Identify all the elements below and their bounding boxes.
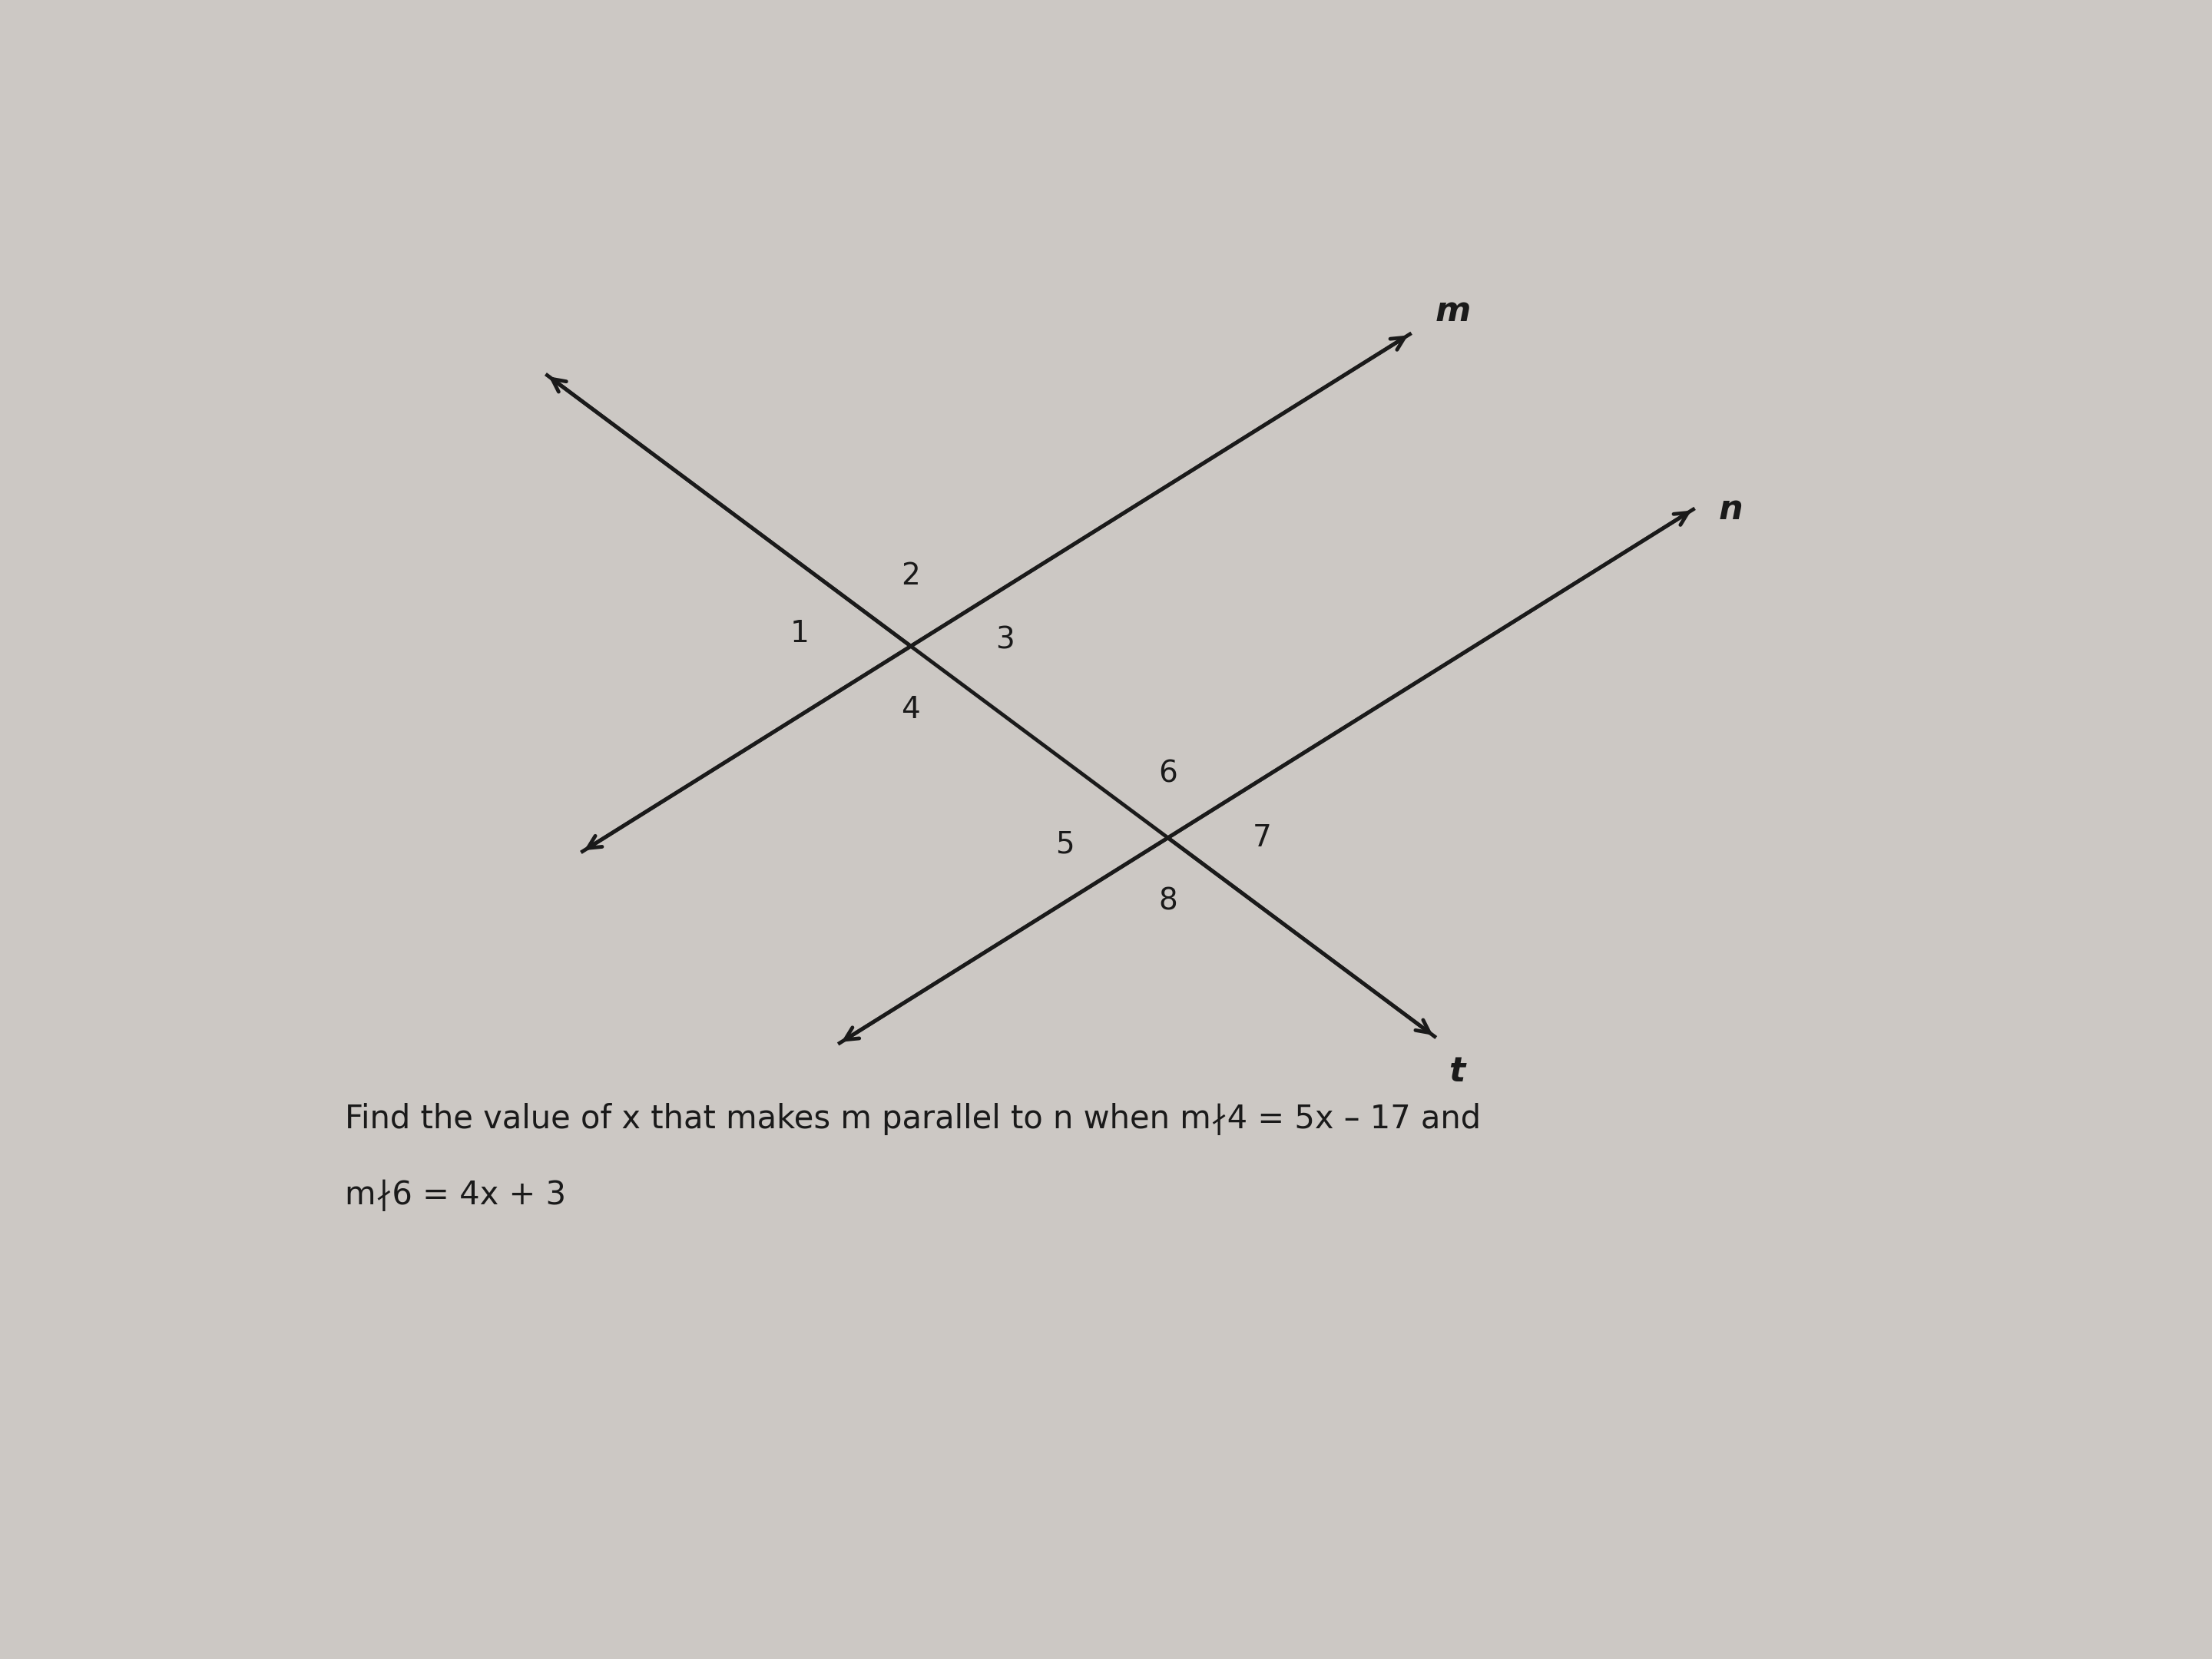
Text: n: n [1719,493,1743,526]
Text: m∤6 = 4x + 3: m∤6 = 4x + 3 [345,1180,566,1211]
Text: 4: 4 [900,695,920,725]
Text: t: t [1449,1055,1464,1088]
Text: 6: 6 [1159,760,1177,788]
Text: 8: 8 [1159,888,1177,916]
Text: 5: 5 [1055,830,1075,859]
Text: 2: 2 [900,561,920,591]
Text: m: m [1436,295,1471,328]
Text: Find the value of x that makes m parallel to n when m∤4 = 5x – 17 and: Find the value of x that makes m paralle… [345,1103,1482,1135]
Text: 1: 1 [790,619,810,649]
Text: 3: 3 [995,625,1015,654]
Text: 7: 7 [1252,823,1272,853]
